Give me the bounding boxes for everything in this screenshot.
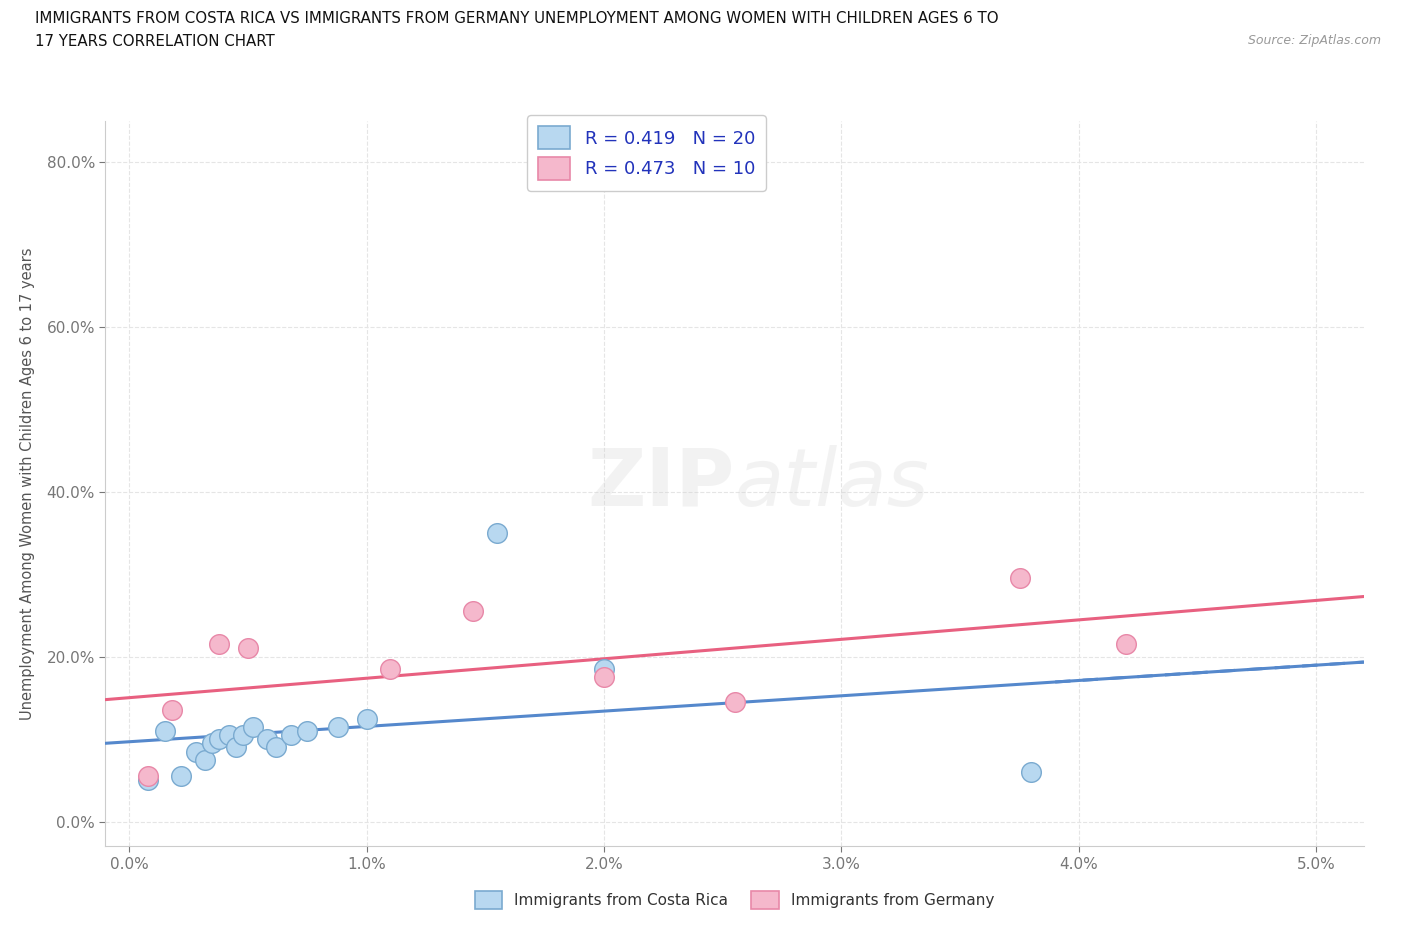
- Point: [593, 670, 616, 684]
- Point: [225, 740, 247, 755]
- Point: [280, 727, 302, 742]
- Text: Source: ZipAtlas.com: Source: ZipAtlas.com: [1247, 34, 1381, 47]
- Point: [208, 732, 231, 747]
- Point: [170, 769, 193, 784]
- Point: [201, 736, 224, 751]
- Y-axis label: Unemployment Among Women with Children Ages 6 to 17 years: Unemployment Among Women with Children A…: [21, 247, 35, 720]
- Point: [463, 604, 485, 618]
- Point: [160, 703, 183, 718]
- Point: [593, 661, 616, 676]
- Point: [184, 744, 207, 759]
- Point: [380, 661, 402, 676]
- Point: [136, 773, 159, 788]
- Point: [356, 711, 378, 726]
- Text: 17 YEARS CORRELATION CHART: 17 YEARS CORRELATION CHART: [35, 34, 276, 49]
- Point: [326, 719, 349, 734]
- Point: [218, 727, 240, 742]
- Point: [194, 752, 217, 767]
- Text: atlas: atlas: [734, 445, 929, 523]
- Legend: Immigrants from Costa Rica, Immigrants from Germany: Immigrants from Costa Rica, Immigrants f…: [468, 885, 1001, 915]
- Point: [297, 724, 319, 738]
- Point: [208, 637, 231, 652]
- Point: [266, 740, 288, 755]
- Point: [1008, 571, 1031, 586]
- Point: [256, 732, 278, 747]
- Point: [723, 695, 745, 710]
- Text: IMMIGRANTS FROM COSTA RICA VS IMMIGRANTS FROM GERMANY UNEMPLOYMENT AMONG WOMEN W: IMMIGRANTS FROM COSTA RICA VS IMMIGRANTS…: [35, 11, 998, 26]
- Point: [232, 727, 254, 742]
- Point: [136, 769, 159, 784]
- Point: [242, 719, 264, 734]
- Text: ZIP: ZIP: [588, 445, 734, 523]
- Point: [236, 641, 259, 656]
- Point: [1115, 637, 1137, 652]
- Point: [486, 525, 509, 540]
- Point: [153, 724, 176, 738]
- Point: [1021, 764, 1043, 779]
